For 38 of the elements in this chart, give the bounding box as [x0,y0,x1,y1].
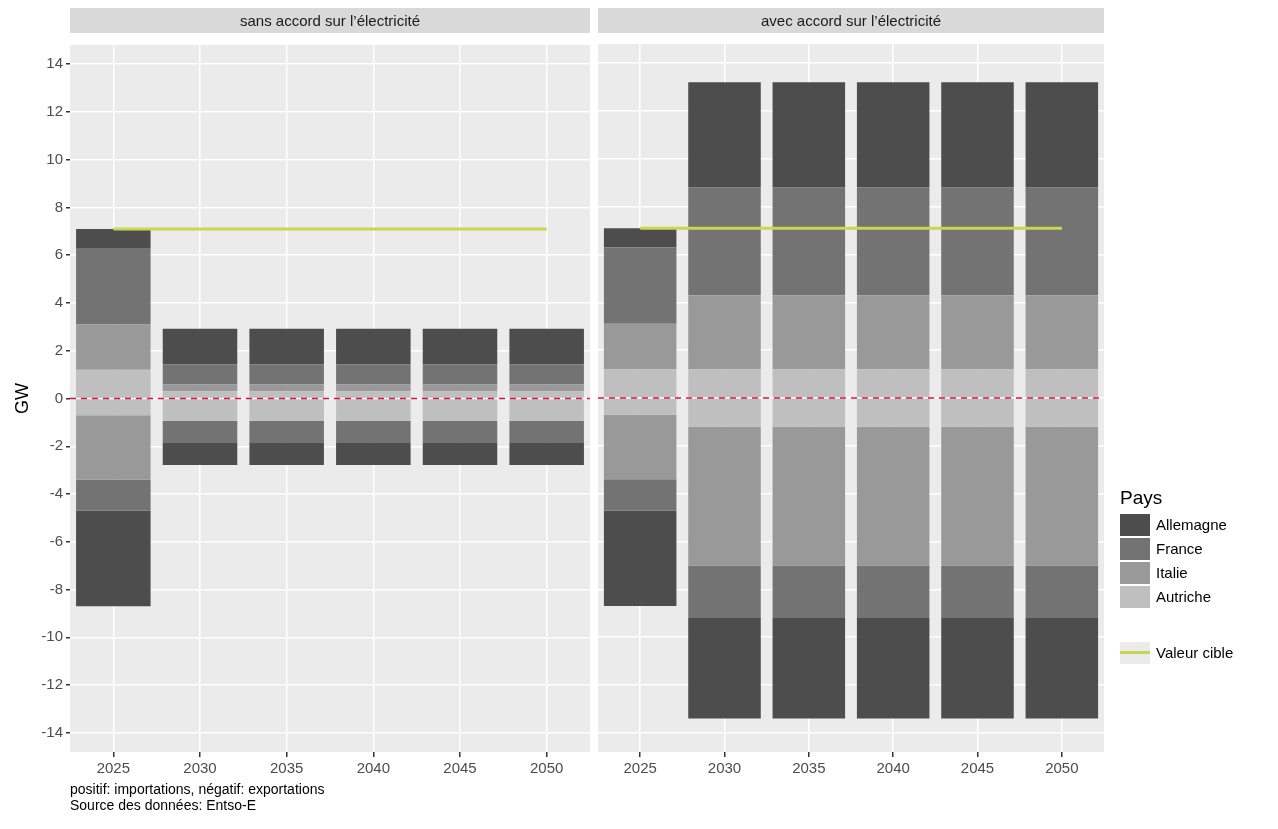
y-tick-label: -2 [49,436,63,454]
x-tick-label: 2030 [183,759,217,777]
x-tick-label: 2025 [96,759,131,777]
y-tick-label: -4 [49,484,63,502]
y-tick-label: 0 [54,388,63,406]
legend-label: Valeur cible [1156,644,1234,661]
y-axis-title: GW [11,383,32,414]
y-tick-label: 8 [54,197,63,215]
x-tick-label: 2040 [876,759,910,777]
legend-label: Allemagne [1156,516,1227,533]
y-tick-label: -6 [49,531,63,549]
y-tick-label: 2 [54,340,63,358]
chart-title: sans accord sur l’électricité [70,8,590,33]
legend-label: Italie [1156,564,1188,581]
y-tick-label: -10 [41,627,63,645]
y-tick-label: -12 [41,675,63,693]
y-tick-label: -8 [49,579,63,597]
y-tick-label: -14 [41,723,63,741]
x-tick-label: 2035 [269,759,304,777]
source-note: Source des données: Entso-E [70,797,257,813]
x-tick-label: 2050 [1045,759,1079,777]
text: positif: importations, négatif: exportations [70,781,326,797]
chart-title: avec accord sur l’électricité [598,8,1104,33]
legend-title: Pays [1120,486,1164,509]
y-tick-label: 10 [46,149,63,167]
y-tick-label: 14 [46,54,63,72]
x-tick-label: 2045 [443,759,477,777]
x-tick-label: 2030 [707,759,742,777]
x-tick-label: 2040 [356,759,391,777]
y-tick-label: 6 [54,245,63,263]
y-tick-label: 4 [54,293,63,311]
x-tick-label: 2025 [623,759,657,777]
x-tick-label: 2045 [960,759,995,777]
x-tick-label: 2050 [529,759,564,777]
legend-label: France [1156,540,1203,557]
legend-label: Autriche [1156,588,1212,605]
y-tick-label: 12 [46,102,63,120]
x-tick-label: 2035 [792,759,826,777]
